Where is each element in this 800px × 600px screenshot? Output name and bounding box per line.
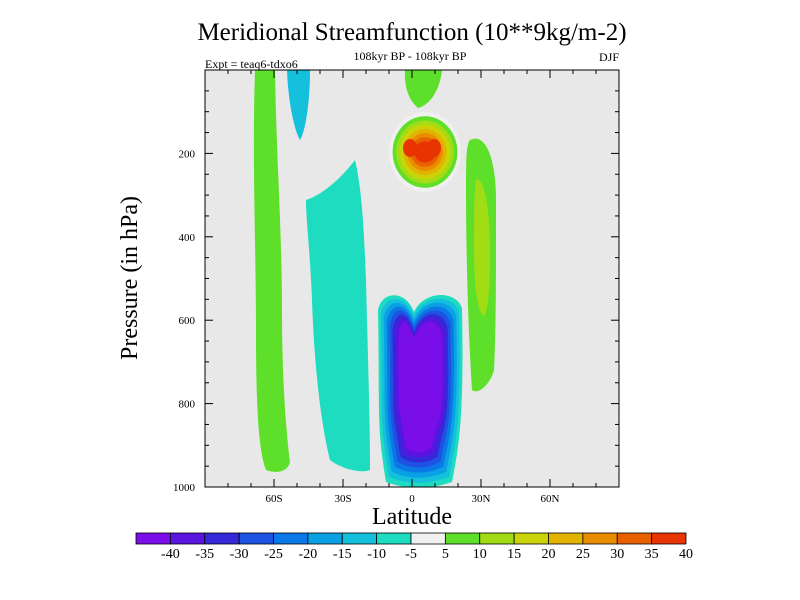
- colorbar-label: 5: [442, 547, 449, 562]
- y-axis-title: Pressure (in hPa): [117, 196, 143, 360]
- experiment-label: Expt = teaq6-tdxo6: [205, 57, 298, 71]
- colorbar-swatch: [479, 532, 515, 545]
- colorbar-label: -5: [405, 547, 417, 562]
- x-tick-label: 0: [409, 493, 415, 505]
- colorbar-label: 35: [645, 547, 659, 562]
- chart-subtitle: 108kyr BP - 108kyr BP: [354, 49, 467, 63]
- x-tick-label: 30S: [334, 493, 351, 505]
- colorbar-swatch: [651, 532, 687, 545]
- colorbar-swatch: [341, 532, 378, 545]
- colorbar-label: -40: [161, 547, 180, 562]
- colorbar-swatch: [135, 532, 171, 545]
- colorbar-label: -20: [299, 547, 318, 562]
- upper-tropical-positive-cell: [389, 112, 461, 192]
- colorbar-swatch: [616, 532, 653, 545]
- y-tick-label: 600: [179, 315, 196, 327]
- positive-core-east: [427, 139, 441, 157]
- colorbar-label: 10: [473, 547, 487, 562]
- colorbar-swatch: [204, 532, 240, 545]
- colorbar-label: 15: [507, 547, 521, 562]
- sh-upper-negative-streak: [287, 70, 310, 140]
- colorbar-swatch: [169, 532, 206, 545]
- colorbar-label: 25: [576, 547, 590, 562]
- y-tick-label: 800: [179, 399, 196, 411]
- negative-contour-40: [398, 321, 443, 453]
- colorbar-label: 30: [610, 547, 624, 562]
- x-axis-title: Latitude: [372, 504, 452, 530]
- colorbar-swatch: [548, 532, 584, 545]
- positive-core-west: [403, 139, 417, 157]
- x-tick-label: 30N: [472, 493, 491, 505]
- colorbar-label: 40: [679, 547, 693, 562]
- y-tick-label: 400: [179, 232, 196, 244]
- x-tick-label: 60S: [265, 493, 282, 505]
- tick-marks: [205, 70, 619, 488]
- y-tick-label: 1000: [173, 482, 196, 494]
- colorbar-label: 20: [542, 547, 556, 562]
- x-tick-labels: 60S 30S 0 30N 60N: [265, 493, 559, 505]
- sh-high-latitude-positive-band: [253, 70, 290, 472]
- contour-fields: [253, 70, 496, 487]
- colorbar-swatch: [376, 532, 412, 545]
- colorbar: [135, 532, 687, 545]
- colorbar-swatch: [307, 532, 343, 545]
- colorbar-swatch: [513, 532, 549, 545]
- nh-upper-positive-streak: [404, 70, 442, 108]
- tropical-negative-cell: [378, 295, 463, 487]
- colorbar-swatch: [582, 532, 618, 545]
- colorbar-swatch: [410, 532, 446, 545]
- nh-subtropical-band-core: [474, 179, 490, 316]
- x-tick-label: 60N: [541, 493, 560, 505]
- colorbar-label: -15: [333, 547, 352, 562]
- chart-title: Meridional Streamfunction (10**9kg/m-2): [197, 19, 626, 46]
- season-label: DJF: [599, 50, 619, 64]
- y-tick-label: 200: [179, 148, 196, 160]
- colorbar-swatch: [238, 532, 274, 545]
- colorbar-label: -10: [367, 547, 386, 562]
- y-tick-labels: 200 400 600 800 1000: [173, 148, 196, 494]
- colorbar-label: -25: [264, 547, 283, 562]
- colorbar-swatch: [273, 532, 309, 545]
- colorbar-label: -35: [195, 547, 214, 562]
- sh-midlatitude-negative-band: [306, 160, 370, 472]
- colorbar-label: -30: [230, 547, 249, 562]
- colorbar-swatch: [444, 532, 481, 545]
- colorbar-labels: -40 -35 -30 -25 -20 -15 -10 -5 5 10 15 20 25 30 35 40: [161, 547, 693, 562]
